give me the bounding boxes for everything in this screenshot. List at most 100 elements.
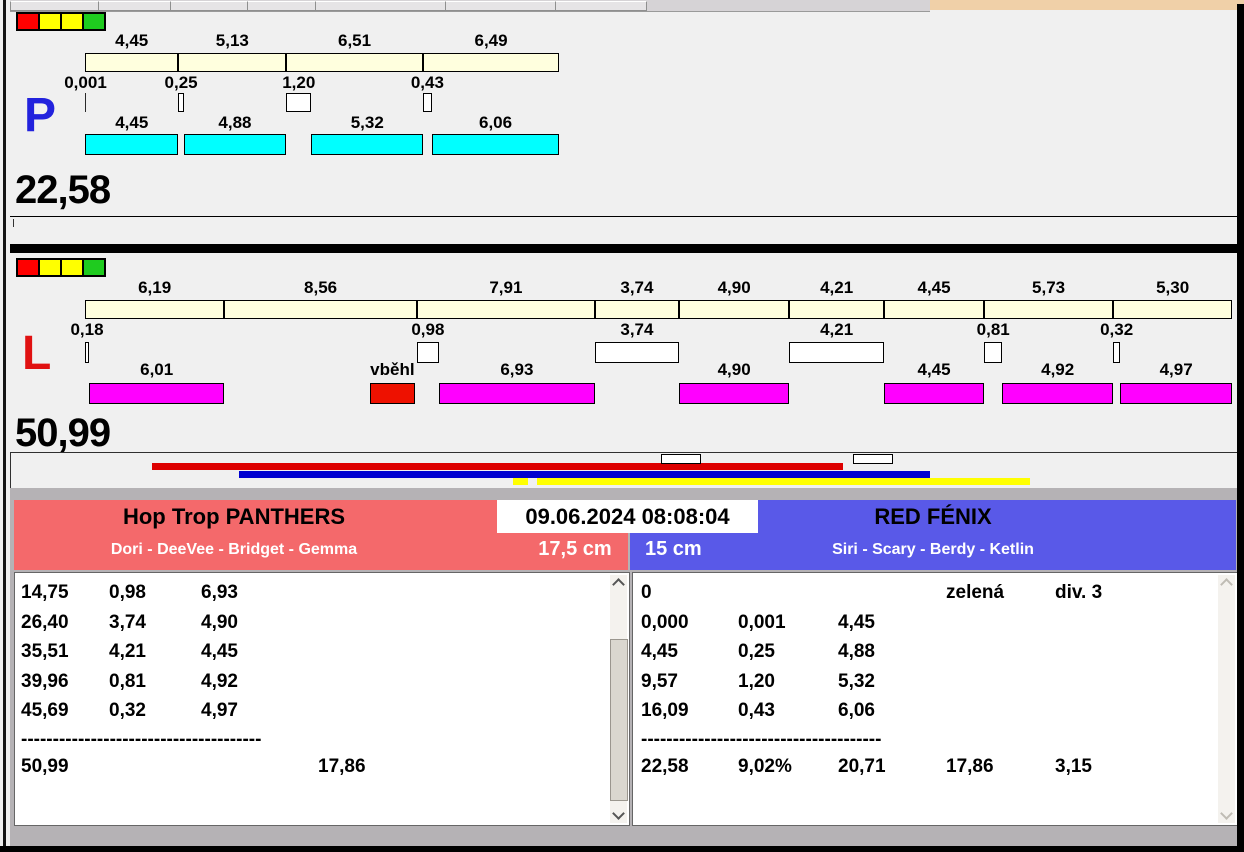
exchange-gap-box bbox=[416, 342, 439, 363]
dog-time-bar bbox=[679, 383, 790, 404]
exchange-gap-label: 0,001 bbox=[64, 73, 107, 92]
dog-time-label: 6,93 bbox=[500, 360, 534, 379]
timeline-marker-box bbox=[853, 454, 893, 464]
timeline-bar-red bbox=[152, 463, 843, 470]
split-time-label: 6,51 bbox=[337, 31, 372, 50]
datetime-display: 09.06.2024 08:08:04 bbox=[497, 500, 758, 533]
exchange-gap-label: 0,81 bbox=[976, 320, 1010, 339]
scrollbar-right-table[interactable] bbox=[1218, 575, 1235, 823]
split-segment-bar bbox=[422, 53, 560, 72]
exchange-gap-label: 3,74 bbox=[620, 320, 654, 339]
dog-time-label: 4,45 bbox=[917, 360, 951, 379]
table-cell: 0,98 bbox=[109, 582, 146, 603]
results-list-left[interactable]: 14,75 0,98 6,93 26,40 3,74 4,90 35,51 4,21 4,45 3… bbox=[14, 572, 630, 826]
window-frame-bottom bbox=[0, 846, 1244, 852]
scroll-down-button[interactable] bbox=[610, 807, 627, 823]
table-cell: 4,45 bbox=[201, 641, 238, 662]
race-timeline-strip bbox=[10, 452, 1238, 489]
background-window-tan-strip bbox=[930, 0, 1244, 10]
run-strip-tick bbox=[13, 219, 14, 227]
table-cell: 0,32 bbox=[109, 700, 146, 721]
start-tick bbox=[85, 93, 86, 112]
table-cell: 14,75 bbox=[21, 582, 69, 603]
dog-time-label: 4,92 bbox=[1041, 360, 1075, 379]
split-time-label: 4,90 bbox=[717, 278, 751, 297]
traffic-light-cell bbox=[82, 258, 106, 277]
exchange-gap-box bbox=[789, 342, 884, 363]
window-frame-right bbox=[1237, 4, 1244, 852]
dog-time-label: 4,88 bbox=[218, 113, 252, 132]
dog-time-bar bbox=[438, 383, 595, 404]
scrollbar-thumb[interactable] bbox=[610, 639, 628, 801]
split-segment-bar bbox=[416, 300, 595, 319]
team-roster-left: Dori - DeeVee - Bridget - Gemma bbox=[110, 541, 358, 558]
chevron-down-icon bbox=[612, 807, 625, 820]
lane-total-l: 50,99 bbox=[15, 411, 111, 455]
timeline-bar-yellow bbox=[537, 478, 1030, 485]
timeline-marker-box bbox=[661, 454, 701, 464]
table-dashes: -------------------------------------- bbox=[641, 729, 882, 750]
exchange-gap-label: 1,20 bbox=[282, 73, 316, 92]
table-cell: 0,43 bbox=[738, 700, 775, 721]
background-window-segment bbox=[555, 1, 647, 11]
background-window-segment bbox=[170, 1, 249, 11]
dog-time-bar bbox=[431, 134, 560, 155]
table-cell: 6,93 bbox=[201, 582, 238, 603]
table-cell: 4,45 bbox=[641, 641, 678, 662]
dog-time-label: 6,01 bbox=[140, 360, 174, 379]
dog-time-bar bbox=[85, 134, 179, 155]
chevron-up-icon bbox=[1220, 578, 1233, 591]
jump-height-right: 15 cm bbox=[645, 538, 702, 560]
split-time-label: 5,13 bbox=[215, 31, 249, 50]
scroll-up-button[interactable] bbox=[610, 575, 627, 591]
table-cell: 3,74 bbox=[109, 611, 146, 633]
split-time-label: 6,19 bbox=[138, 278, 172, 297]
split-time-label: 5,73 bbox=[1032, 278, 1066, 297]
background-window-segment bbox=[10, 1, 100, 11]
table-cell: 5,32 bbox=[838, 670, 875, 692]
team-name-left: Hop Trop PANTHERS bbox=[122, 504, 346, 529]
dog-time-bar bbox=[883, 383, 985, 404]
table-cell: 4,88 bbox=[838, 641, 875, 662]
scroll-down-button[interactable] bbox=[1218, 807, 1235, 823]
traffic-light-l bbox=[16, 258, 106, 277]
table-cell: 0,81 bbox=[109, 670, 146, 692]
results-list-right[interactable]: 0 zelená div. 3 0,000 0,001 4,45 4,45 0,25 4,88 9… bbox=[632, 572, 1238, 826]
table-total-cell: 50,99 bbox=[21, 756, 69, 777]
split-time-label: 5,30 bbox=[1156, 278, 1190, 297]
table-cell: 26,40 bbox=[21, 611, 69, 633]
split-time-label: 8,56 bbox=[304, 278, 338, 297]
team-name-right: RED FÉNIX bbox=[874, 504, 992, 529]
exchange-gap-label: 0,43 bbox=[410, 73, 444, 92]
scroll-up-button[interactable] bbox=[1218, 575, 1235, 591]
scrollbar-left-table[interactable] bbox=[610, 575, 628, 823]
background-window-edge bbox=[10, 0, 930, 12]
fault-bar bbox=[369, 383, 415, 404]
split-segment-bar bbox=[679, 300, 790, 319]
table-cell: 0,000 bbox=[641, 611, 689, 633]
exchange-gap-label: 0,18 bbox=[70, 320, 104, 339]
traffic-light-cell bbox=[16, 258, 40, 277]
dog-time-bar bbox=[1120, 383, 1233, 404]
table-cell: zelená bbox=[946, 582, 1005, 603]
dog-time-bar bbox=[89, 383, 225, 404]
dog-time-label: 5,32 bbox=[350, 113, 384, 132]
table-cell: 39,96 bbox=[21, 670, 69, 692]
table-cell: 1,20 bbox=[738, 670, 775, 692]
table-cell: 16,09 bbox=[641, 700, 689, 721]
chevron-up-icon bbox=[612, 578, 625, 591]
split-segment-bar bbox=[594, 300, 679, 319]
traffic-light-cell bbox=[16, 12, 40, 31]
table-cell: 45,69 bbox=[21, 700, 69, 721]
split-segment-bar bbox=[178, 53, 287, 72]
table-total-cell: 17,86 bbox=[946, 756, 994, 777]
split-segment-bar bbox=[984, 300, 1114, 319]
split-time-label: 4,21 bbox=[820, 278, 854, 297]
dog-time-label: 4,97 bbox=[1159, 360, 1193, 379]
dog-time-label: 4,45 bbox=[115, 113, 149, 132]
exchange-gap-label: 0,98 bbox=[411, 320, 445, 339]
table-cell: 0 bbox=[641, 582, 652, 603]
split-time-label: 4,45 bbox=[917, 278, 951, 297]
table-cell: 4,45 bbox=[838, 611, 875, 633]
table-cell: 35,51 bbox=[21, 641, 69, 662]
